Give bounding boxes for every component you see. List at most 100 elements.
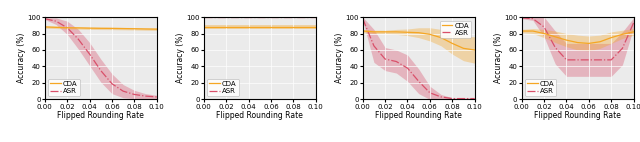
ASR	[234, 17, 241, 18]
ASR	[596, 59, 604, 61]
ASR	[131, 94, 138, 95]
ASR	[552, 47, 559, 48]
CDA	[256, 26, 264, 28]
ASR	[437, 96, 445, 98]
ASR	[74, 38, 82, 40]
CDA	[200, 26, 207, 28]
ASR	[415, 80, 422, 82]
CDA	[97, 27, 104, 29]
CDA	[471, 49, 479, 51]
CDA	[392, 31, 400, 33]
ASR	[278, 17, 286, 18]
ASR	[119, 90, 127, 92]
Line: ASR: ASR	[522, 18, 634, 60]
ASR	[153, 96, 161, 98]
ASR	[585, 59, 593, 61]
CDA	[437, 37, 445, 38]
ASR	[540, 26, 548, 28]
ASR	[63, 27, 71, 29]
CDA	[563, 39, 570, 41]
CDA	[607, 37, 615, 38]
Legend: CDA, ASR: CDA, ASR	[525, 79, 556, 96]
CDA	[596, 41, 604, 43]
Y-axis label: Accuracy (%): Accuracy (%)	[493, 33, 502, 83]
CDA	[404, 31, 412, 33]
CDA	[370, 31, 378, 33]
CDA	[359, 30, 367, 32]
X-axis label: Flipped Rounding Rate: Flipped Rounding Rate	[216, 111, 303, 120]
ASR	[86, 53, 93, 55]
CDA	[529, 30, 537, 32]
Legend: CDA, ASR: CDA, ASR	[48, 79, 79, 96]
ASR	[426, 92, 434, 94]
CDA	[41, 26, 49, 28]
CDA	[552, 36, 559, 38]
ASR	[256, 17, 264, 18]
ASR	[518, 17, 525, 19]
Line: CDA: CDA	[363, 31, 475, 50]
CDA	[234, 26, 241, 28]
CDA	[211, 26, 219, 28]
ASR	[200, 17, 207, 18]
CDA	[518, 30, 525, 32]
CDA	[415, 32, 422, 34]
CDA	[312, 26, 319, 28]
Line: ASR: ASR	[45, 19, 157, 97]
ASR	[404, 67, 412, 69]
X-axis label: Flipped Rounding Rate: Flipped Rounding Rate	[534, 111, 621, 120]
CDA	[52, 26, 60, 28]
ASR	[460, 98, 467, 99]
CDA	[108, 28, 116, 29]
ASR	[607, 59, 615, 61]
CDA	[381, 31, 389, 33]
ASR	[267, 17, 275, 18]
ASR	[529, 18, 537, 20]
CDA	[278, 26, 286, 28]
CDA	[131, 28, 138, 30]
ASR	[630, 22, 637, 24]
ASR	[381, 58, 389, 60]
CDA	[426, 34, 434, 35]
ASR	[211, 17, 219, 18]
CDA	[244, 26, 252, 28]
CDA	[153, 28, 161, 30]
Line: ASR: ASR	[363, 19, 475, 99]
ASR	[312, 17, 319, 18]
ASR	[563, 59, 570, 61]
ASR	[289, 17, 297, 18]
ASR	[471, 98, 479, 99]
ASR	[619, 47, 627, 49]
CDA	[460, 47, 467, 49]
CDA	[449, 43, 456, 44]
ASR	[41, 18, 49, 20]
ASR	[301, 17, 308, 18]
CDA	[141, 28, 149, 30]
X-axis label: Flipped Rounding Rate: Flipped Rounding Rate	[58, 111, 144, 120]
CDA	[74, 27, 82, 29]
ASR	[97, 70, 104, 71]
ASR	[244, 17, 252, 18]
Line: CDA: CDA	[522, 31, 634, 43]
X-axis label: Flipped Rounding Rate: Flipped Rounding Rate	[375, 111, 462, 120]
ASR	[574, 59, 582, 61]
CDA	[63, 27, 71, 29]
ASR	[222, 17, 230, 18]
ASR	[359, 18, 367, 20]
Y-axis label: Accuracy (%): Accuracy (%)	[17, 33, 26, 83]
CDA	[86, 27, 93, 29]
Line: CDA: CDA	[45, 27, 157, 29]
CDA	[540, 33, 548, 34]
ASR	[108, 83, 116, 85]
CDA	[585, 43, 593, 44]
CDA	[630, 31, 637, 33]
CDA	[301, 26, 308, 28]
ASR	[370, 45, 378, 47]
CDA	[574, 42, 582, 43]
Y-axis label: Accuracy (%): Accuracy (%)	[176, 33, 185, 83]
ASR	[52, 20, 60, 22]
CDA	[289, 26, 297, 28]
Legend: CDA, ASR: CDA, ASR	[207, 79, 239, 96]
ASR	[449, 98, 456, 99]
Y-axis label: Accuracy (%): Accuracy (%)	[335, 33, 344, 83]
Legend: CDA, ASR: CDA, ASR	[440, 20, 471, 38]
